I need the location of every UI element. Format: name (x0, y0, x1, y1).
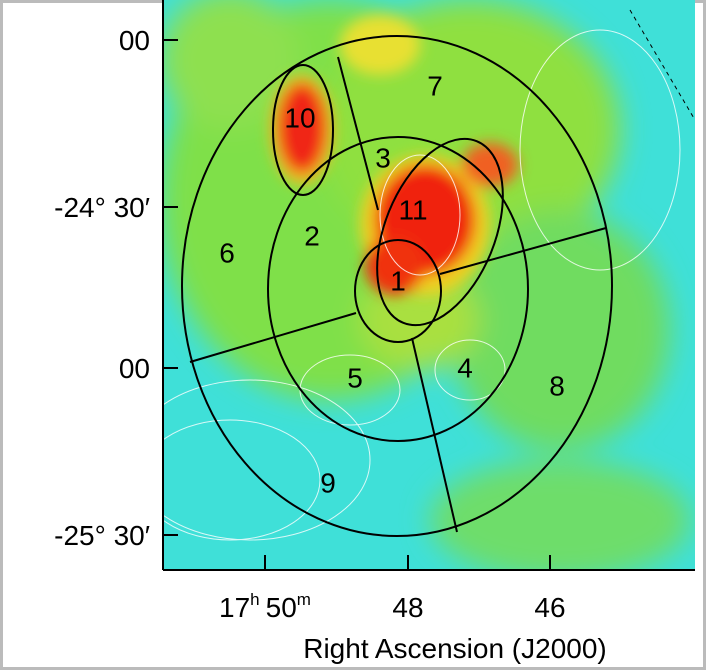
region-outlines (181, 35, 613, 537)
x-tick-label: 48 (392, 592, 423, 623)
region-label: 9 (320, 467, 336, 498)
region-label: 2 (304, 220, 320, 251)
region-label: 8 (549, 370, 565, 401)
region-label: 3 (375, 142, 391, 173)
boundary (629, 9, 696, 121)
region-label: 11 (398, 194, 427, 225)
region-label: 4 (457, 352, 473, 383)
y-tick-label: 00 (119, 353, 150, 384)
hours-unit: h (250, 590, 259, 609)
region-label: 10 (284, 102, 315, 133)
y-tick-label: -24° 30′ (54, 192, 150, 223)
intensity-image (163, 0, 695, 570)
ticks (163, 39, 551, 570)
region-label: 6 (219, 237, 235, 268)
minutes-unit: m (297, 590, 311, 609)
x-tick-label: 46 (534, 592, 565, 623)
y-tick-label: 00 (119, 25, 150, 56)
region-label: 1 (390, 265, 406, 296)
region-label: 7 (427, 70, 443, 101)
region-label: 5 (347, 362, 363, 393)
minutes: 50 (266, 592, 297, 623)
hours: 17 (219, 592, 250, 623)
x-axis-title: Right Ascension (J2000) (303, 633, 607, 664)
x-tick-label: 17h 50m (219, 590, 311, 623)
y-tick-label: -25° 30′ (54, 520, 150, 551)
region-labels: 1 2 3 4 5 6 7 8 9 10 11 (219, 70, 565, 498)
